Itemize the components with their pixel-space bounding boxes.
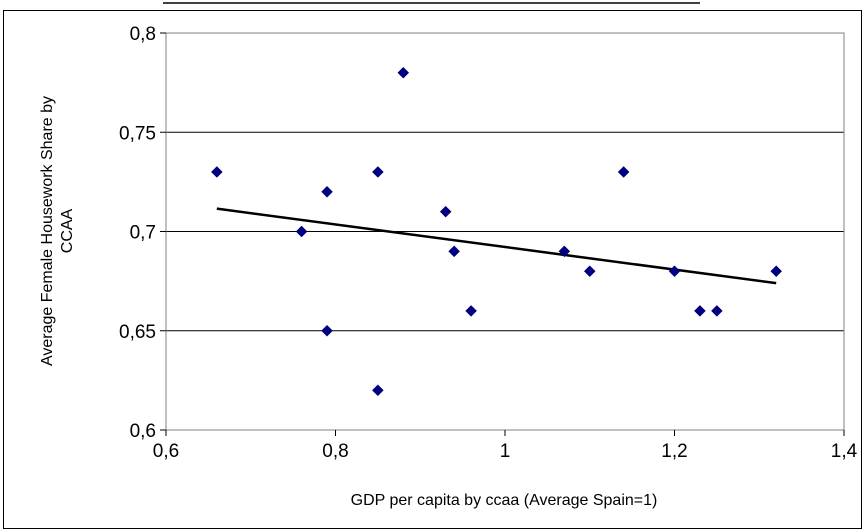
data-point xyxy=(694,305,706,317)
x-tick-label: 0,8 xyxy=(322,441,348,462)
data-point xyxy=(668,265,681,278)
data-points xyxy=(210,66,783,397)
y-tick-label: 0,8 xyxy=(130,24,156,45)
data-point xyxy=(617,166,630,178)
data-point xyxy=(558,245,571,258)
x-tick-label: 1 xyxy=(500,441,511,462)
y-axis-label-line-2: CCAA xyxy=(59,208,76,253)
data-point xyxy=(770,265,783,278)
data-point xyxy=(321,185,333,198)
x-tick-label: 1,2 xyxy=(661,441,687,462)
y-tick-label: 0,6 xyxy=(130,421,156,442)
y-tick-label: 0,75 xyxy=(119,123,156,144)
data-point xyxy=(210,166,223,178)
chart-area-border xyxy=(3,10,862,529)
data-point xyxy=(397,66,410,79)
y-tick-label: 0,65 xyxy=(119,322,156,343)
data-point xyxy=(583,265,596,278)
x-tick-label: 0,6 xyxy=(153,441,179,462)
y-axis-ticks: 0,6 0,65 0,7 0,75 0,8 xyxy=(119,24,166,442)
x-tick-label: 1,4 xyxy=(831,441,858,462)
data-point xyxy=(465,305,477,317)
x-axis-label: GDP per capita by ccaa (Average Spain=1) xyxy=(351,492,658,509)
data-point xyxy=(321,324,333,337)
data-point xyxy=(439,205,452,218)
data-point xyxy=(448,245,461,258)
data-point xyxy=(711,305,723,317)
y-axis-label: Average Female Housework Share by CCAA xyxy=(39,96,76,366)
x-axis-ticks: 0,6 0,8 1 1,2 1,4 xyxy=(153,430,858,462)
data-point xyxy=(372,166,384,178)
y-axis-label-line-1: Average Female Housework Share by xyxy=(39,96,56,366)
data-point xyxy=(295,225,308,238)
trendline xyxy=(216,207,777,285)
y-tick-label: 0,7 xyxy=(130,223,156,244)
data-point xyxy=(372,384,384,397)
